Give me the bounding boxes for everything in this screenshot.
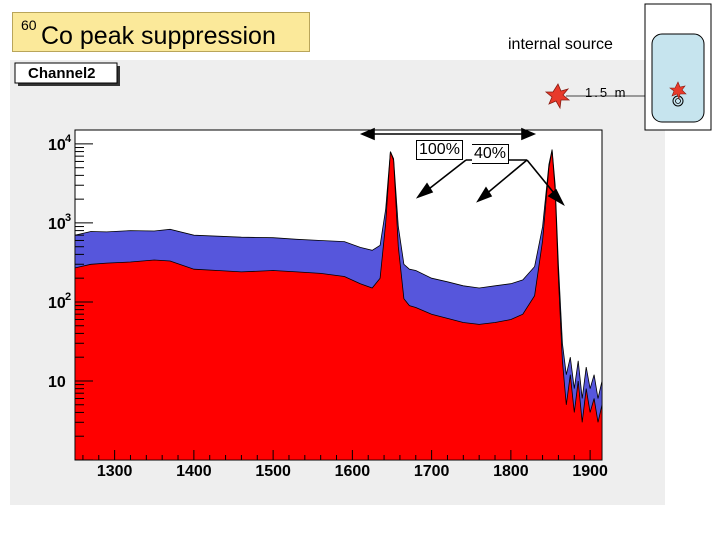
x-tick-label-1: 1400 [176, 463, 212, 480]
x-tick-label-2: 1500 [255, 463, 291, 480]
title-box: 60 Co peak suppression [12, 12, 310, 52]
x-tick-label-3: 1600 [335, 463, 371, 480]
y-tick-label-1: 10 [48, 216, 66, 233]
channel-label: Channel2 [28, 65, 96, 82]
detector-body [651, 33, 705, 123]
y-tick-exponent-2: 2 [65, 291, 71, 303]
internal-source-label: internal source [508, 36, 613, 53]
channel-box [14, 62, 118, 84]
x-tick-label-6: 1900 [572, 463, 608, 480]
detector-crystal-inner [675, 98, 681, 104]
pct-100-label: 100% [416, 140, 463, 160]
pct-40-label: 40% [472, 144, 510, 164]
peak-arrows [359, 127, 565, 207]
series-layer [74, 149, 603, 461]
internal-star-icon [669, 81, 687, 101]
source-star-icon [544, 83, 571, 110]
y-tick-exponent-0: 4 [65, 133, 72, 145]
y-tick-label-3: 10 [48, 374, 66, 391]
distance-label: 1.5 m [585, 85, 628, 100]
x-tick-label-4: 1700 [414, 463, 450, 480]
series-area-1 [74, 150, 603, 461]
x-tick-label-5: 1800 [493, 463, 529, 480]
x-axis: 1300 1400 1500 1600 1700 1800 1900 [82, 450, 608, 480]
y-tick-exponent-1: 3 [65, 212, 71, 224]
x-tick-label-0: 1300 [97, 463, 133, 480]
y-tick-label-0: 10 [48, 137, 66, 154]
isotope-superscript: 60 [21, 17, 37, 33]
y-tick-label-2: 10 [48, 295, 66, 312]
page-title: Co peak suppression [41, 22, 276, 50]
